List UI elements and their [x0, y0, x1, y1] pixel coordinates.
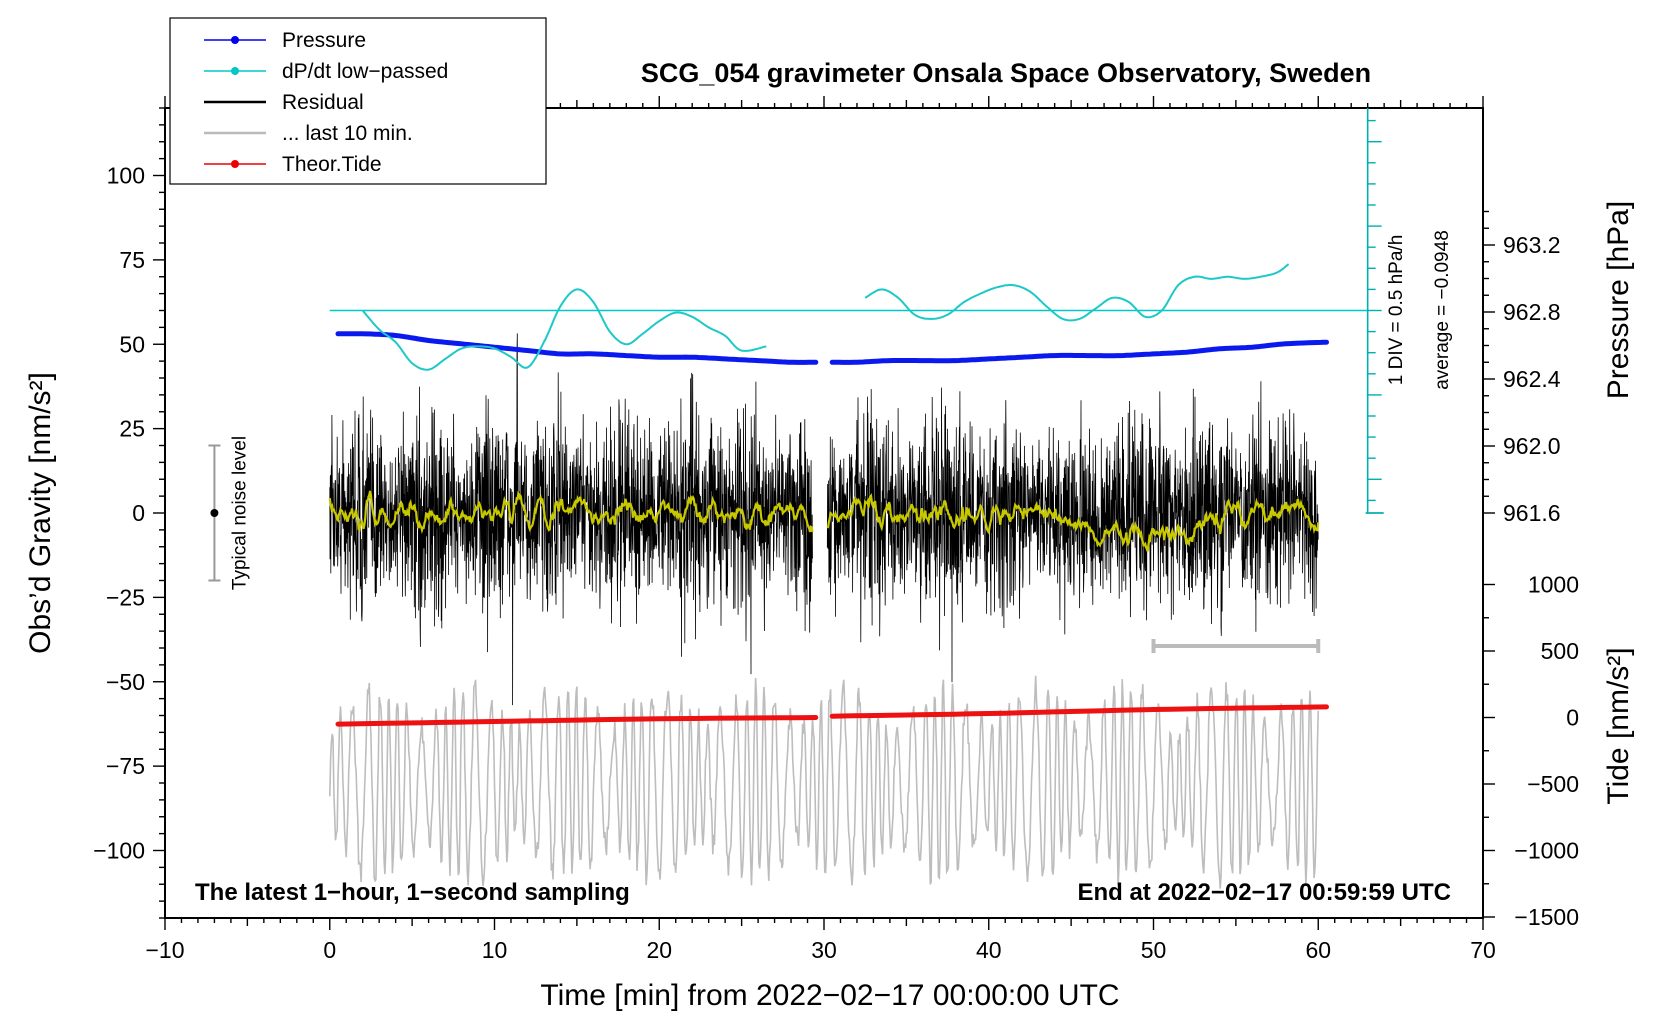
- x-axis: −10 0 10 20 30 40 50 60 70: [145, 96, 1496, 963]
- gravity-tick-label: −25: [106, 584, 145, 610]
- pressure-series: [335, 331, 1329, 365]
- x-tick-label: 50: [1141, 937, 1167, 963]
- x-tick-label: 0: [323, 937, 336, 963]
- legend-label: dP/dt low−passed: [282, 60, 448, 83]
- dpdt-series: [329, 263, 1368, 371]
- pressure-line-segment: [829, 339, 1329, 365]
- tide-tick-label: 500: [1541, 638, 1579, 664]
- tide-tick-label: −1000: [1514, 838, 1579, 864]
- x-tick-label: 10: [482, 937, 508, 963]
- legend: Pressure dP/dt low−passed Residual ... last…: [169, 17, 547, 185]
- legend-marker: [231, 36, 239, 44]
- gravity-tick-label: −50: [106, 669, 145, 695]
- pressure-line-segment: [335, 331, 819, 365]
- gravity-axis: 100 75 50 25 0 −25 −50 −75 −100: [93, 107, 165, 919]
- gravity-tick-label: 75: [119, 247, 145, 273]
- dpdt-line-segment: [864, 263, 1290, 322]
- x-tick-label: 20: [646, 937, 672, 963]
- dpdt-line-segment: [361, 288, 767, 371]
- legend-label: Pressure: [282, 29, 366, 52]
- tide-tick-label: 0: [1566, 705, 1579, 731]
- x-tick-label: 60: [1305, 937, 1331, 963]
- residual-line-segment: [826, 381, 1319, 683]
- gravity-tick-label: 100: [107, 163, 145, 189]
- noise-center-dot: [210, 509, 219, 517]
- tide-line-segment: [335, 715, 819, 727]
- residual-smoothed-segment: [328, 490, 814, 535]
- pressure-tick-label: 963.2: [1503, 232, 1561, 258]
- theoretical-tide-series: [335, 704, 1329, 727]
- tide-line-segment: [829, 704, 1329, 719]
- gravity-tick-label: −75: [106, 753, 145, 779]
- tide-axis: 1000 500 0 −500 −1000 −1500: [1483, 572, 1579, 930]
- legend-marker: [231, 160, 239, 168]
- pressure-tick-label: 962.0: [1503, 433, 1561, 459]
- gravity-tick-label: 25: [119, 416, 145, 442]
- gravity-tick-label: 50: [119, 331, 145, 357]
- tide-tick-label: 1000: [1528, 572, 1579, 598]
- gravity-axis-title: Obs’d Gravity [nm/s²]: [24, 372, 57, 654]
- residual-smoothed-segment: [826, 493, 1320, 552]
- x-tick-label: 70: [1470, 937, 1496, 963]
- x-tick-label: 30: [811, 937, 837, 963]
- tide-tick-label: −500: [1527, 771, 1579, 797]
- x-tick-label: −10: [145, 937, 184, 963]
- pressure-tick-label: 962.8: [1503, 299, 1561, 325]
- residual-line-segment: [329, 333, 813, 706]
- residual-smoothed-series: [328, 490, 1320, 552]
- tide-axis-title: Tide [nm/s²]: [1602, 647, 1635, 804]
- legend-label: ... last 10 min.: [282, 122, 413, 145]
- pressure-axis: 963.2 962.8 962.4 962.0 961.6: [1483, 210, 1561, 526]
- x-tick-label: 40: [976, 937, 1002, 963]
- plot-area: [328, 263, 1368, 889]
- pressure-tick-label: 961.6: [1503, 500, 1561, 526]
- chart-title: SCG_054 gravimeter Onsala Space Observat…: [641, 58, 1371, 88]
- last-10-min-bracket: [1151, 639, 1321, 653]
- dpdt-scale-label: 1 DIV = 0.5 hPa/h: [1386, 235, 1407, 386]
- legend-label: Residual: [282, 91, 364, 114]
- dpdt-scale-axis: [1365, 108, 1384, 514]
- legend-label: Theor.Tide: [282, 153, 382, 176]
- footer-sampling-label: The latest 1−hour, 1−second sampling: [195, 879, 630, 906]
- pressure-axis-title: Pressure [hPa]: [1602, 201, 1635, 399]
- footer-end-time-label: End at 2022−02−17 00:59:59 UTC: [1077, 879, 1451, 906]
- x-axis-title: Time [min] from 2022−02−17 00:00:00 UTC: [540, 979, 1119, 1012]
- dpdt-average-label: average = −0.0948: [1432, 230, 1453, 390]
- residual-series: [329, 333, 1319, 706]
- pressure-tick-label: 962.4: [1503, 366, 1561, 392]
- gravity-tick-label: 0: [132, 500, 145, 526]
- noise-label: Typical noise level: [229, 436, 250, 590]
- noise-level-indicator: Typical noise level: [208, 436, 250, 590]
- last-10-min-series: [329, 675, 1319, 889]
- legend-marker: [231, 67, 239, 75]
- tide-tick-label: −1500: [1514, 904, 1579, 930]
- last-10-min-line: [329, 675, 1319, 889]
- gravity-tick-label: −100: [93, 838, 145, 864]
